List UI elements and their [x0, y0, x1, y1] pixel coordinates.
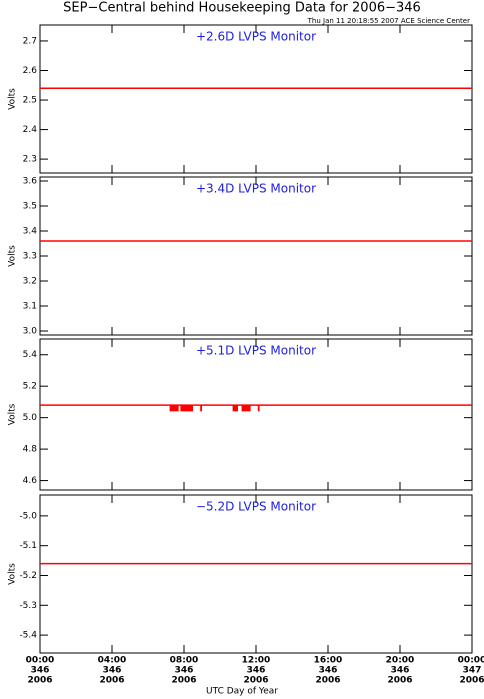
y-tick-label: 3.2 [23, 277, 37, 287]
y-tick-label: 5.0 [23, 413, 38, 423]
y-tick-label: 3.5 [23, 202, 37, 212]
dip [180, 405, 193, 412]
dip [241, 405, 251, 412]
y-tick-label: 4.6 [23, 476, 38, 486]
y-tick-label: 2.5 [23, 96, 37, 106]
x-tick-day: 346 [175, 666, 194, 676]
x-tick-day: 346 [103, 666, 122, 676]
dip [200, 405, 202, 412]
panel-title: +3.4D LVPS Monitor [196, 182, 316, 196]
plot-frame [39, 338, 473, 491]
y-tick-label: 5.2 [23, 382, 37, 392]
y-axis-label: Volts [8, 563, 18, 585]
y-axis-label: Volts [8, 403, 18, 425]
dip [232, 405, 238, 412]
chart-subtitle: Thu Jan 11 20:18:55 2007 ACE Science Cen… [307, 17, 470, 25]
panel-title: −5.2D LVPS Monitor [196, 500, 316, 514]
dip [169, 405, 179, 412]
plot-frame [39, 494, 473, 654]
x-axis-label: UTC Day of Year [206, 687, 278, 697]
y-tick-label: 4.8 [23, 445, 38, 455]
plot-frame [39, 176, 473, 336]
y-tick-label: 3.3 [23, 252, 37, 262]
x-tick-year: 2006 [27, 676, 52, 686]
y-tick-label: 3.6 [23, 177, 38, 187]
y-tick-label: 2.4 [23, 125, 38, 135]
y-tick-label: 2.3 [23, 155, 37, 165]
panel-title: +5.1D LVPS Monitor [196, 344, 316, 358]
y-tick-label: 2.7 [23, 36, 37, 46]
x-tick-day: 346 [391, 666, 410, 676]
y-tick-label: 3.1 [23, 302, 37, 312]
x-tick-label: 12:00 [242, 656, 271, 666]
x-tick-label: 04:00 [98, 656, 127, 666]
x-tick-label: 08:00 [170, 656, 199, 666]
y-tick-label: -5.2 [19, 571, 37, 581]
plot-frame [39, 24, 473, 174]
x-tick-day: 346 [31, 666, 50, 676]
x-tick-year: 2006 [99, 676, 124, 686]
y-tick-label: -5.4 [19, 631, 37, 641]
chart-title: SEP−Central behind Housekeeping Data for… [63, 1, 421, 16]
y-tick-label: 5.4 [23, 350, 38, 360]
x-tick-day: 346 [319, 666, 338, 676]
y-tick-label: 2.6 [23, 66, 38, 76]
x-tick-year: 2006 [243, 676, 268, 686]
x-tick-day: 347 [463, 666, 482, 676]
dip [257, 405, 260, 412]
x-tick-year: 2006 [171, 676, 196, 686]
y-tick-label: -5.0 [19, 511, 37, 521]
x-tick-label: 16:00 [314, 656, 343, 666]
y-tick-label: -5.1 [19, 541, 37, 551]
y-tick-label: 3.4 [23, 227, 38, 237]
y-tick-label: 3.0 [23, 327, 38, 337]
y-axis-label: Volts [8, 245, 18, 267]
x-tick-year: 2006 [315, 676, 340, 686]
x-tick-year: 2006 [387, 676, 412, 686]
x-tick-label: 00:00 [458, 656, 484, 666]
x-tick-year: 2006 [459, 676, 484, 686]
y-tick-label: -5.3 [19, 601, 37, 611]
panel-title: +2.6D LVPS Monitor [196, 30, 316, 44]
x-tick-day: 346 [247, 666, 266, 676]
x-tick-label: 00:00 [26, 656, 55, 666]
x-tick-label: 20:00 [386, 656, 415, 666]
y-axis-label: Volts [8, 88, 18, 110]
